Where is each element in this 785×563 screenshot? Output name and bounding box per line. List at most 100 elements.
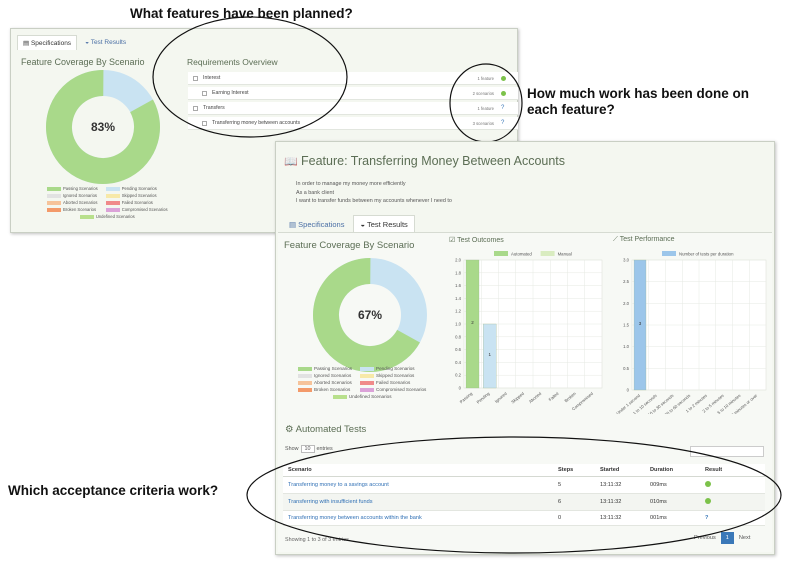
legend-swatch: [298, 373, 312, 378]
outcomes-legend-label: Manual: [558, 252, 572, 257]
page-1-button[interactable]: 1: [720, 532, 734, 544]
legend-swatch: [47, 193, 61, 198]
requirement-label[interactable]: Transferring money between accounts: [212, 120, 301, 126]
outcomes-ytick: 1.0: [455, 322, 461, 327]
legend-label: Compromised Scenarios: [376, 387, 427, 392]
page-size-select[interactable]: 10: [300, 445, 315, 453]
outcomes-ytick: 0.4: [455, 360, 461, 365]
outcomes-xtick: Pending: [476, 391, 492, 405]
performance-legend-label: Number of tests per duration: [679, 252, 734, 257]
requirement-label[interactable]: Earning Interest: [212, 90, 249, 96]
legend-label: Skipped Scenarios: [376, 373, 415, 378]
table-row[interactable]: Transferring money between accounts with…: [283, 510, 765, 526]
legend-item: Pending Scenarios: [105, 186, 168, 191]
outcomes-xtick: Aborted: [528, 391, 543, 405]
requirement-count: 3 scenarios: [472, 120, 494, 126]
scenario-link[interactable]: Transferring with insufficient funds: [283, 493, 553, 511]
back-passing-slice: [45, 70, 160, 184]
legend-item: Skipped Scenarios: [105, 193, 168, 198]
legend-swatch: [298, 366, 312, 371]
legend-swatch: [105, 193, 120, 198]
pending-icon: ?: [501, 104, 505, 111]
legend-swatch: [47, 207, 61, 212]
col-steps[interactable]: Steps: [553, 464, 595, 477]
legend-label: Aborted Scenarios: [63, 200, 98, 205]
performance-ytick: 2.5: [623, 279, 629, 284]
col-duration[interactable]: Duration: [645, 464, 700, 477]
legend-swatch: [360, 380, 375, 385]
legend-item: Passing Scenarios: [298, 366, 352, 371]
tab-test-results[interactable]: ◒ Test Results: [353, 215, 415, 234]
previous-button[interactable]: Previous: [694, 535, 716, 541]
requirement-icon: [193, 75, 198, 81]
legend-swatch: [298, 387, 312, 392]
legend-swatch: [79, 214, 94, 219]
feature-title: Feature: Transferring Money Between Acco…: [301, 154, 566, 168]
passed-icon: [501, 90, 506, 96]
coverage-title: Feature Coverage By Scenario: [284, 240, 415, 251]
table-row[interactable]: Transferring money to a savings account 5…: [283, 476, 765, 494]
cell-started: 13:11:32: [595, 510, 645, 526]
legend-item: Failed Scenarios: [105, 200, 168, 205]
col-scenario[interactable]: Scenario: [283, 464, 553, 477]
performance-ytick: 3.0: [623, 258, 629, 263]
outcomes-xtick: Ignored: [494, 391, 509, 404]
col-started[interactable]: Started: [595, 464, 645, 477]
show-label: Show: [285, 446, 299, 452]
passed-icon: [705, 481, 711, 487]
cell-steps: 0: [553, 510, 595, 526]
outcomes-bar: [465, 259, 480, 389]
legend-item: Failed Scenarios: [360, 380, 426, 385]
tab-specifications[interactable]: ▤ Specifications: [289, 220, 345, 229]
narrative-line: As a bank client: [296, 189, 335, 196]
specs-icon: ▤: [23, 40, 31, 47]
cell-result: [700, 493, 765, 511]
requirement-count: 2 scenarios: [472, 90, 494, 96]
pending-icon: ?: [705, 515, 709, 521]
scenario-link[interactable]: Transferring money to a savings account: [283, 476, 553, 494]
requirement-label[interactable]: Interest: [203, 75, 221, 81]
coverage-donut: 83%: [45, 70, 160, 184]
passed-icon: [501, 75, 506, 81]
outcomes-ytick: 0.6: [455, 347, 461, 352]
automated-tests-table: Scenario Steps Started Duration Result T…: [283, 464, 765, 526]
cell-duration: 001ms: [645, 510, 700, 526]
front-passing-slice: [313, 258, 427, 372]
table-row[interactable]: Transferring with insufficient funds 6 13:…: [283, 493, 765, 511]
performance-ytick: 0.5: [623, 366, 629, 371]
legend-swatch: [47, 200, 61, 205]
cell-steps: 6: [553, 493, 595, 511]
legend-item: Broken Scenarios: [298, 387, 352, 392]
scenario-link[interactable]: Transferring money between accounts with…: [283, 510, 553, 526]
requirement-row[interactable]: Earning Interest 2 scenarios: [188, 87, 518, 100]
outcomes-bar: [483, 323, 497, 389]
requirement-row[interactable]: Interest 1 feature: [188, 72, 518, 85]
table-header-row: Scenario Steps Started Duration Result: [283, 464, 765, 477]
automated-tests-heading: ⚙ Automated Tests: [285, 424, 367, 435]
showing-info: Showing 1 to 3 of 3 entries: [285, 537, 349, 543]
gear-icon: ⚙: [285, 424, 296, 435]
tab-test-results[interactable]: ◒ Test Results: [85, 39, 127, 46]
requirement-row[interactable]: Transferring money between accounts 3 sce…: [188, 117, 518, 130]
legend-swatch: [360, 366, 375, 371]
legend-label: Passing Scenarios: [314, 366, 353, 371]
requirement-label[interactable]: Transfers: [203, 105, 225, 111]
legend-label: Broken Scenarios: [314, 387, 351, 392]
cell-started: 13:11:32: [595, 476, 645, 494]
chart-icon: ☑: [449, 237, 458, 244]
gauge-icon: ◒: [360, 220, 367, 229]
legend-item: Compromised Scenarios: [105, 207, 168, 212]
tab-specifications[interactable]: ▤ Specifications: [17, 35, 78, 50]
callout-planned: What features have been planned?: [130, 6, 353, 21]
requirement-row[interactable]: Transfers 1 feature?: [188, 102, 518, 115]
next-button[interactable]: Next: [738, 535, 751, 541]
performance-ytick: 1.0: [623, 344, 629, 349]
performance-bar: [633, 259, 647, 391]
outcomes-xtick: Failed: [548, 391, 560, 403]
legend-swatch: [360, 387, 375, 392]
test-performance-chart: Number of tests per duration 3.0 2.5 2.0 1.5…: [615, 251, 767, 414]
specs-icon: ▤: [289, 220, 299, 229]
legend-item: Aborted Scenarios: [298, 380, 352, 385]
book-icon: 📖: [284, 156, 298, 168]
legend-label: Aborted Scenarios: [314, 380, 352, 385]
